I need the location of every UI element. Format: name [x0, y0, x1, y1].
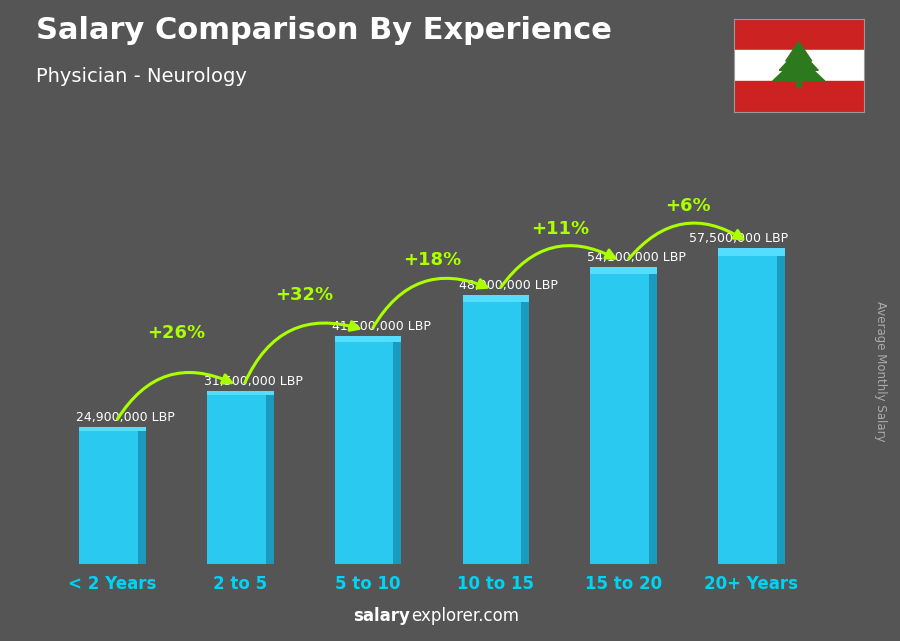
Bar — [777, 248, 785, 564]
Bar — [266, 391, 274, 564]
Bar — [463, 296, 529, 302]
Text: 24,900,000 LBP: 24,900,000 LBP — [76, 411, 175, 424]
Text: 57,500,000 LBP: 57,500,000 LBP — [688, 232, 788, 245]
Bar — [393, 336, 401, 564]
Text: +6%: +6% — [665, 197, 710, 215]
Text: 41,500,000 LBP: 41,500,000 LBP — [331, 320, 430, 333]
Bar — [335, 336, 401, 342]
Text: salary: salary — [353, 607, 410, 625]
Bar — [649, 267, 657, 564]
Bar — [138, 428, 146, 564]
Text: +26%: +26% — [148, 324, 205, 342]
Bar — [521, 296, 529, 564]
Text: explorer.com: explorer.com — [411, 607, 519, 625]
Bar — [734, 81, 864, 112]
Text: Average Monthly Salary: Average Monthly Salary — [874, 301, 886, 442]
Bar — [79, 428, 146, 431]
Text: +18%: +18% — [403, 251, 461, 269]
Bar — [796, 78, 801, 87]
FancyBboxPatch shape — [207, 391, 274, 564]
Text: 48,900,000 LBP: 48,900,000 LBP — [459, 279, 558, 292]
Bar — [718, 248, 785, 256]
Text: +11%: +11% — [531, 221, 589, 238]
Bar — [590, 267, 657, 274]
FancyBboxPatch shape — [718, 248, 785, 564]
FancyBboxPatch shape — [335, 336, 401, 564]
FancyBboxPatch shape — [463, 296, 529, 564]
FancyBboxPatch shape — [79, 428, 146, 564]
Text: 31,500,000 LBP: 31,500,000 LBP — [204, 375, 302, 388]
Polygon shape — [772, 56, 824, 81]
Polygon shape — [779, 49, 818, 71]
Bar — [734, 51, 864, 81]
Polygon shape — [786, 42, 812, 61]
Bar — [207, 391, 274, 395]
Text: Salary Comparison By Experience: Salary Comparison By Experience — [36, 16, 612, 45]
Text: Physician - Neurology: Physician - Neurology — [36, 67, 247, 87]
Text: 54,100,000 LBP: 54,100,000 LBP — [587, 251, 686, 263]
FancyBboxPatch shape — [590, 267, 657, 564]
Bar — [734, 19, 864, 51]
Text: +32%: +32% — [275, 286, 333, 304]
